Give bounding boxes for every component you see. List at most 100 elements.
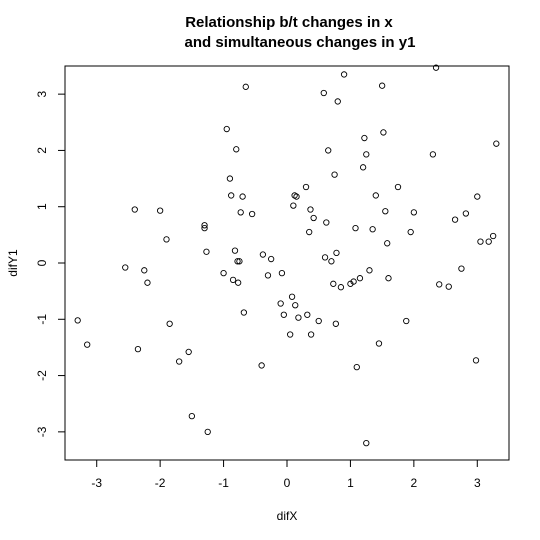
data-point xyxy=(489,232,497,240)
data-point xyxy=(363,439,370,447)
data-point xyxy=(366,267,373,274)
data-point xyxy=(436,281,443,288)
data-point xyxy=(310,214,317,222)
y-tick-label: -2 xyxy=(35,370,49,381)
data-point xyxy=(332,320,339,327)
data-point xyxy=(204,428,211,436)
data-point xyxy=(239,193,246,200)
data-point xyxy=(432,64,440,71)
data-point xyxy=(264,272,272,279)
data-point xyxy=(258,362,265,369)
data-point xyxy=(280,311,287,318)
data-point xyxy=(122,264,129,271)
y-tick-label: 0 xyxy=(35,259,49,266)
data-point xyxy=(472,357,480,364)
y-tick-label: 1 xyxy=(35,203,49,210)
data-point xyxy=(384,240,391,247)
y-tick-label: 3 xyxy=(35,90,49,97)
data-point xyxy=(231,247,239,254)
x-tick-label: 1 xyxy=(347,476,354,490)
data-point xyxy=(485,238,492,245)
data-point xyxy=(372,192,379,199)
chart-title-line-2: and simultaneous changes in y1 xyxy=(185,34,416,51)
data-point xyxy=(307,206,314,213)
data-point xyxy=(277,300,284,307)
data-point xyxy=(229,276,237,284)
data-point xyxy=(323,219,330,226)
data-point xyxy=(340,71,348,78)
data-point xyxy=(201,222,208,229)
y-tick-label: 2 xyxy=(35,147,49,154)
data-point xyxy=(451,216,459,223)
data-point xyxy=(163,236,170,243)
data-point xyxy=(361,134,368,142)
data-point xyxy=(240,309,248,316)
data-point xyxy=(176,358,183,365)
data-point xyxy=(385,275,392,282)
data-point xyxy=(84,341,91,348)
data-point xyxy=(233,146,240,153)
scatter-points xyxy=(74,64,500,447)
data-point xyxy=(203,248,210,255)
data-point xyxy=(394,183,402,191)
data-point xyxy=(293,193,300,200)
data-point xyxy=(493,140,500,147)
data-point xyxy=(307,331,315,338)
data-point xyxy=(278,269,286,277)
data-point xyxy=(287,331,294,338)
y-axis: -3 -2 -1 0 1 2 3 xyxy=(35,90,65,437)
data-point xyxy=(306,228,313,236)
data-point xyxy=(226,175,234,182)
data-point xyxy=(292,302,299,309)
data-point xyxy=(290,202,297,209)
data-point xyxy=(378,82,386,89)
data-point xyxy=(369,226,376,233)
data-point xyxy=(141,267,148,274)
data-point xyxy=(429,151,437,158)
data-point xyxy=(248,210,256,218)
chart-title-line-1: Relationship b/t changes in x xyxy=(185,14,393,31)
data-point xyxy=(134,345,142,353)
data-point xyxy=(295,314,302,321)
data-point xyxy=(144,279,151,286)
y-tick-label: -3 xyxy=(35,426,49,437)
x-tick-label: 3 xyxy=(474,476,481,490)
data-point xyxy=(166,320,173,327)
data-point xyxy=(259,251,267,258)
data-point xyxy=(188,412,196,420)
data-point xyxy=(352,224,359,232)
data-point xyxy=(375,340,383,347)
data-point xyxy=(267,255,275,263)
data-point xyxy=(382,208,389,215)
data-point xyxy=(445,283,452,290)
data-point xyxy=(363,151,370,158)
x-tick-label: -1 xyxy=(218,476,229,490)
data-point xyxy=(315,317,322,325)
data-point xyxy=(304,311,311,318)
data-point xyxy=(320,89,327,97)
data-point xyxy=(359,164,367,171)
data-point xyxy=(410,209,418,216)
data-point xyxy=(334,98,341,105)
data-point xyxy=(330,280,337,287)
plot-frame xyxy=(64,65,510,461)
data-point xyxy=(477,238,484,245)
x-tick-label: -3 xyxy=(91,476,102,490)
data-point xyxy=(321,254,329,261)
data-point xyxy=(237,209,244,216)
data-point xyxy=(223,125,230,133)
data-point xyxy=(234,258,241,265)
data-point xyxy=(201,224,208,232)
x-tick-label: -2 xyxy=(155,476,166,490)
data-point xyxy=(403,317,410,325)
data-point xyxy=(302,183,310,191)
data-point xyxy=(474,193,481,200)
y-axis-label: difY1 xyxy=(6,249,20,277)
y-tick-label: -1 xyxy=(35,314,49,325)
data-point xyxy=(242,83,249,90)
data-point xyxy=(462,210,470,217)
x-tick-label: 2 xyxy=(411,476,418,490)
data-point xyxy=(288,293,296,300)
data-point xyxy=(228,192,235,199)
